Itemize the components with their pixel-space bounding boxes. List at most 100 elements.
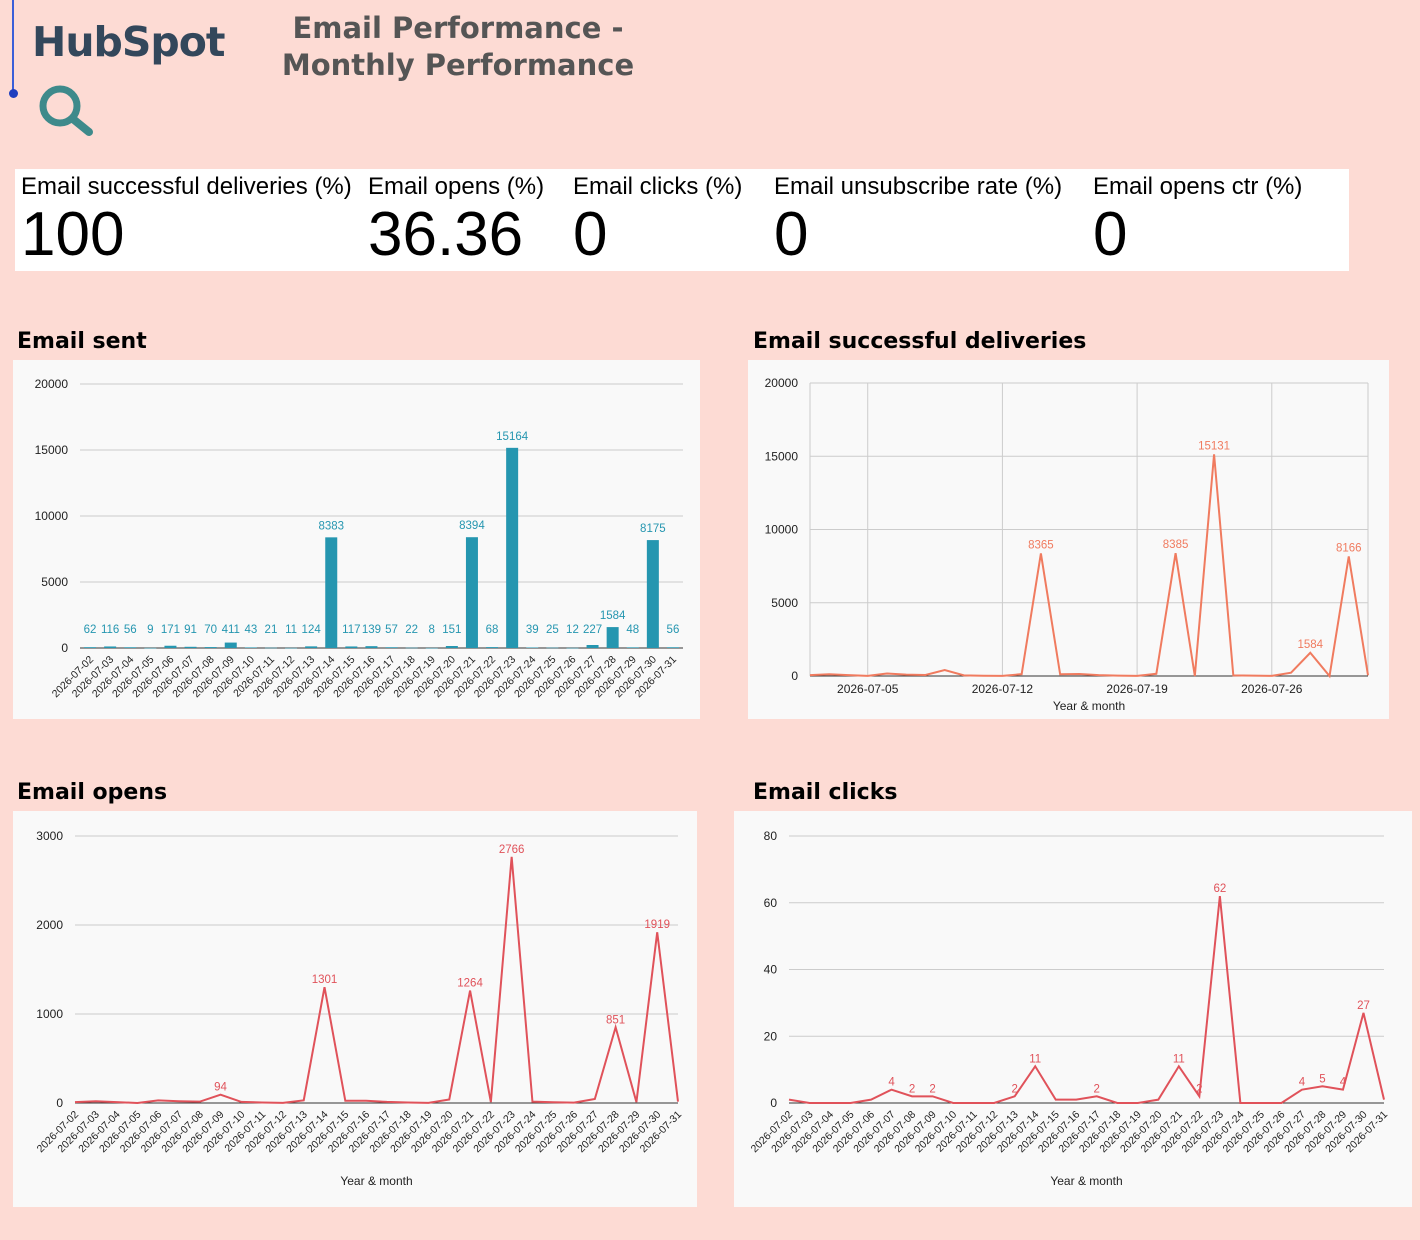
chart-card-opens: 0 1000 2000 3000 94 1301 1264 2766 851 1919 2026-0… [13, 811, 697, 1207]
data-label: 8166 [1336, 542, 1362, 554]
data-label: 48 [626, 624, 639, 636]
kpi-value: 0 [573, 200, 608, 269]
data-label: 2 [1011, 1083, 1017, 1095]
y-tick-label: 3000 [36, 829, 63, 843]
data-label: 21 [265, 624, 278, 636]
data-label: 11 [285, 624, 297, 636]
y-tick-label: 5000 [771, 596, 798, 610]
series-line [809, 454, 1369, 679]
bar [264, 647, 277, 649]
data-label: 8 [429, 624, 435, 636]
data-label: 68 [486, 624, 499, 636]
data-label: 43 [244, 624, 257, 636]
kpi-opens: Email opens (%) 36.36 [368, 169, 544, 269]
data-label: 8365 [1028, 539, 1054, 551]
page-title: Email Performance - Monthly Performance [281, 11, 635, 82]
y-tick-label: 2000 [36, 918, 63, 932]
y-tick-label: 20 [764, 1029, 778, 1043]
data-label: 4 [1340, 1077, 1347, 1089]
kpi-value: 0 [774, 200, 809, 269]
bar [646, 540, 659, 648]
chart-title-clicks: Email clicks [753, 780, 898, 805]
y-tick-label: 60 [764, 896, 778, 910]
chart-card-clicks: 0 20 40 60 80 4 2 2 2 11 2 11 2 62 4 5 4 27 2026-07-02 2026… [734, 811, 1412, 1207]
data-label: 124 [302, 624, 322, 636]
data-label: 8175 [640, 523, 666, 535]
data-label: 117 [342, 624, 360, 636]
y-tick-label: 0 [56, 1096, 63, 1110]
kpi-label: Email successful deliveries (%) [21, 173, 352, 200]
data-label: 8394 [459, 520, 485, 532]
data-label: 1584 [1297, 639, 1323, 651]
hubspot-logo: HubSpot [32, 18, 225, 66]
bar [104, 646, 117, 648]
edge-marker-line [12, 0, 14, 94]
x-tick-label: 2026-07-19 [1106, 682, 1168, 696]
kpi-panel: Email successful deliveries (%) 100 Emai… [15, 169, 1349, 271]
y-tick-label: 15000 [765, 449, 799, 463]
y-tick-label: 10000 [35, 509, 69, 523]
data-label: 2766 [499, 844, 525, 856]
data-label: 1301 [312, 974, 338, 986]
edge-marker-dot [9, 89, 18, 98]
bar [144, 647, 157, 649]
kpi-value: 36.36 [368, 200, 524, 269]
bar [586, 645, 599, 648]
bar [546, 647, 559, 649]
y-tick-label: 20000 [765, 376, 799, 390]
data-label: 27 [1357, 1000, 1370, 1012]
data-label: 411 [222, 624, 240, 636]
bar [244, 647, 257, 648]
chart-title-deliveries: Email successful deliveries [753, 329, 1087, 354]
bar [164, 645, 177, 648]
series-line [74, 856, 679, 1105]
bar [325, 537, 338, 648]
data-label: 22 [405, 624, 418, 636]
data-label: 1919 [644, 919, 670, 931]
chart-title-sent: Email sent [17, 329, 147, 354]
data-label: 8383 [318, 520, 344, 532]
data-label: 57 [385, 624, 398, 636]
data-label: 2 [929, 1083, 935, 1095]
bar [184, 646, 197, 648]
kpi-value: 0 [1093, 200, 1128, 269]
y-tick-label: 0 [61, 641, 68, 655]
chart-title-opens: Email opens [17, 780, 168, 805]
email-sent-chart: 0 5000 10000 15000 20000 62 116 56 9 171 91 70 411 43… [35, 377, 683, 700]
chart-card-deliveries: 2026-07-05 2026-07-12 2026-07-19 2026-07-26… [748, 360, 1389, 719]
data-label: 2 [1196, 1083, 1202, 1095]
kpi-opens-ctr: Email opens ctr (%) 0 [1093, 169, 1302, 269]
data-label: 8385 [1163, 539, 1189, 551]
bar [365, 646, 378, 648]
bar [506, 447, 519, 648]
series-line [788, 895, 1385, 1104]
y-tick-label: 1000 [36, 1007, 63, 1021]
x-tick-label: 2026-07-05 [837, 682, 899, 696]
bar [425, 647, 438, 649]
x-tick-label: 2026-07-26 [1241, 682, 1303, 696]
bar [566, 647, 579, 649]
data-label: 4 [1299, 1077, 1306, 1089]
data-label: 227 [583, 624, 602, 636]
bar [84, 647, 97, 648]
bar [305, 646, 318, 648]
data-label: 2 [1094, 1083, 1100, 1095]
data-label: 139 [362, 624, 381, 636]
kpi-unsubscribe-rate: Email unsubscribe rate (%) 0 [774, 169, 1062, 269]
data-label: 171 [161, 624, 180, 636]
bar [486, 647, 499, 648]
y-tick-label: 0 [791, 669, 798, 683]
y-tick-label: 40 [764, 963, 778, 977]
data-label: 56 [667, 624, 680, 636]
y-tick-label: 0 [770, 1096, 777, 1110]
bar [285, 647, 298, 649]
y-tick-label: 20000 [35, 377, 69, 391]
kpi-successful-deliveries: Email successful deliveries (%) 100 [21, 169, 352, 266]
data-label: 1584 [600, 610, 626, 622]
data-label: 2 [909, 1083, 915, 1095]
bar [465, 537, 478, 648]
bar [124, 647, 137, 648]
search-icon [39, 85, 93, 136]
